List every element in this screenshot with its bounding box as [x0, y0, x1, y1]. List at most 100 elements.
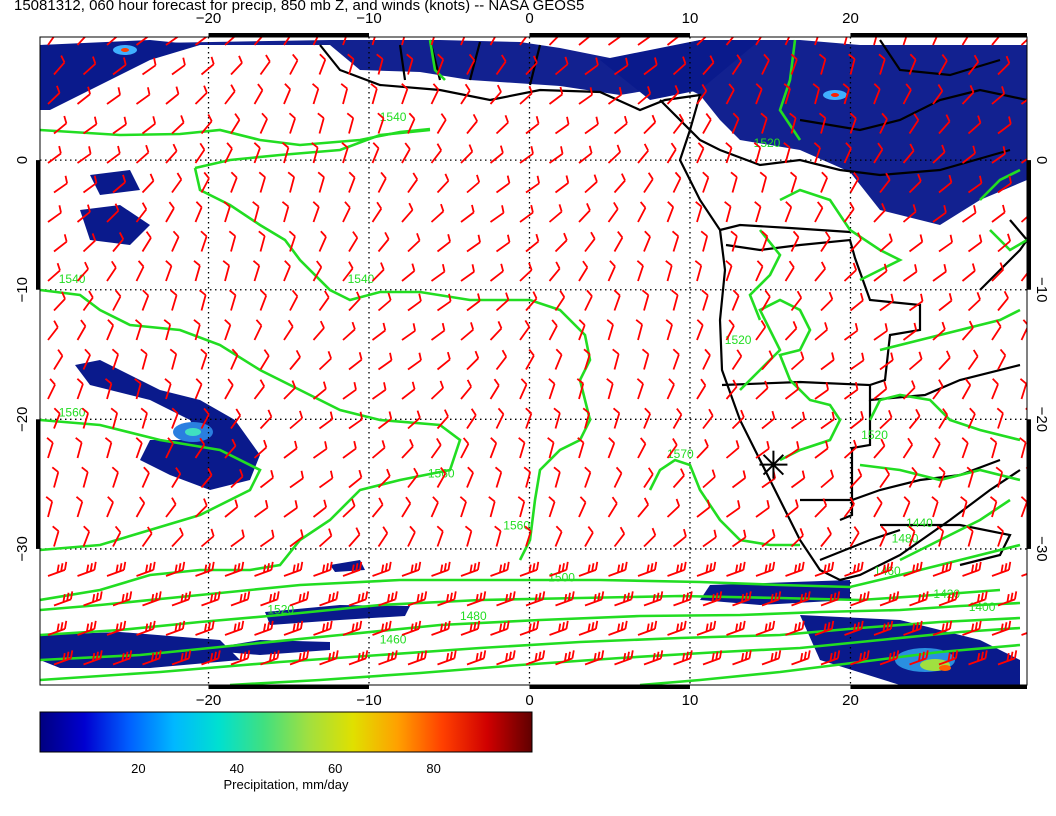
- wind-barb: [83, 650, 103, 666]
- wind-barb: [548, 319, 558, 341]
- wind-barb: [401, 620, 422, 636]
- wind-barb: [110, 407, 119, 429]
- wind-barb: [902, 380, 916, 400]
- wind-barb: [283, 620, 304, 636]
- wind-barb: [730, 230, 738, 252]
- wind-barb: [725, 319, 735, 341]
- wind-barb: [82, 233, 97, 253]
- wind-barb: [613, 526, 626, 548]
- wind-barb: [348, 591, 369, 607]
- wind-barb: [555, 650, 575, 666]
- wind-barb: [135, 437, 143, 459]
- wind-barb: [608, 561, 628, 577]
- wind-barb: [612, 407, 621, 429]
- edge-bar: [850, 33, 1027, 37]
- wind-barb: [696, 319, 704, 341]
- wind-barb: [908, 408, 921, 430]
- wind-barb: [289, 289, 299, 311]
- wind-barb: [222, 260, 231, 282]
- edge-bar: [850, 685, 1027, 689]
- wind-barb: [194, 85, 208, 105]
- wind-barb: [879, 112, 888, 134]
- wind-barb: [193, 319, 201, 341]
- wind-barb: [76, 319, 87, 341]
- wind-barb: [140, 348, 148, 370]
- wind-barb: [342, 261, 354, 282]
- wind-barb: [489, 205, 505, 223]
- wind-barb: [519, 146, 534, 164]
- wind-barb: [938, 408, 949, 429]
- wind-barb: [76, 37, 90, 46]
- wind-barb: [490, 620, 510, 636]
- wind-barb: [371, 382, 387, 400]
- wind-barb: [938, 591, 959, 607]
- wind-barb: [347, 53, 355, 75]
- wind-barb: [761, 650, 782, 666]
- wind-barb: [342, 382, 357, 400]
- wind-barb: [460, 561, 481, 577]
- contour-label: 1560: [428, 467, 455, 481]
- wind-barb: [849, 232, 862, 253]
- wind-barb: [224, 319, 232, 341]
- wind-barb: [283, 561, 304, 577]
- wind-barb: [672, 468, 685, 489]
- edge-bar: [1027, 160, 1031, 290]
- wind-barb: [141, 173, 155, 194]
- wind-barb: [968, 650, 988, 666]
- wind-barb: [991, 262, 1005, 282]
- wind-barb: [460, 144, 474, 164]
- wind-barb: [873, 381, 888, 400]
- wind-barb: [873, 263, 888, 282]
- wind-barb: [466, 113, 478, 135]
- wind-barb: [1020, 319, 1027, 341]
- wind-barb: [106, 260, 117, 282]
- wind-barb: [967, 349, 979, 371]
- wind-barb: [371, 440, 386, 459]
- wind-barb: [77, 620, 97, 636]
- wind-barb: [259, 289, 268, 311]
- wind-barb: [903, 620, 923, 636]
- wind-barb: [701, 289, 709, 311]
- wind-barb: [700, 230, 709, 252]
- wind-barb: [289, 349, 301, 371]
- wind-barb: [607, 86, 623, 105]
- wind-barb: [960, 496, 968, 518]
- wind-barb: [489, 84, 502, 105]
- wind-barb: [281, 201, 290, 223]
- wind-barb: [283, 440, 298, 459]
- wind-barb: [194, 201, 203, 223]
- wind-barb: [584, 591, 605, 607]
- wind-barb: [637, 620, 658, 636]
- wind-barb: [254, 561, 274, 577]
- contour-label: 1560: [503, 518, 530, 532]
- wind-barb: [1025, 650, 1048, 664]
- wind-barb: [967, 234, 983, 253]
- wind-barb: [554, 232, 568, 253]
- lat-tick-label: −10: [14, 277, 31, 302]
- wind-barb: [288, 112, 296, 134]
- wind-barb: [258, 230, 266, 252]
- wind-barb: [584, 466, 592, 488]
- wind-barb: [318, 470, 334, 489]
- wind-barb: [671, 289, 679, 311]
- wind-barb: [194, 142, 206, 164]
- wind-barb: [494, 466, 503, 488]
- wind-barb: [666, 85, 680, 105]
- wind-barb: [730, 171, 738, 193]
- wind-barb: [820, 291, 834, 312]
- lat-tick-label: −20: [1033, 407, 1050, 432]
- wind-barb: [902, 437, 914, 459]
- wind-barb: [112, 289, 122, 311]
- wind-barb: [283, 319, 294, 341]
- wind-barb: [436, 53, 445, 75]
- wind-barb: [76, 204, 91, 223]
- wind-barb: [517, 496, 526, 518]
- wind-barb: [996, 407, 1004, 429]
- wind-barb: [228, 230, 237, 252]
- precip-layer: [40, 40, 1027, 685]
- colorbar-tick-label: 40: [230, 761, 244, 776]
- wind-barb: [938, 174, 953, 194]
- wind-barb: [312, 320, 325, 341]
- wind-barb: [82, 348, 91, 370]
- wind-barb: [812, 83, 821, 105]
